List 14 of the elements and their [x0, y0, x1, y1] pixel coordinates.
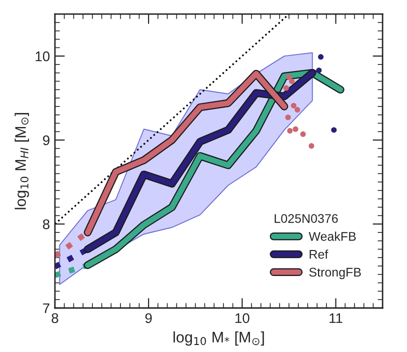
legend-label: StrongFB [309, 268, 361, 280]
x-axis-title: log$_{10}$ M$_{*}$ [M$_{⊙}$] [174, 331, 264, 346]
y-tick-label: 8 [42, 219, 50, 230]
y-tick-label: 10 [36, 51, 50, 62]
y-axis-title: log$_{10}$ M$_{HI}$ [M$_{⊙}$] [14, 113, 29, 210]
legend-title: L025N0376 [274, 214, 338, 223]
x-tick-label: 9 [145, 313, 152, 324]
y-tick-label: 7 [43, 303, 50, 314]
y-tick-label: 9 [43, 135, 50, 146]
x-tick-label: 8 [52, 313, 58, 324]
legend-label: WeakFB [308, 232, 356, 241]
x-tick-label: 11 [330, 313, 342, 323]
legend-label: Ref [310, 250, 328, 259]
x-tick-label: 10 [236, 313, 250, 324]
